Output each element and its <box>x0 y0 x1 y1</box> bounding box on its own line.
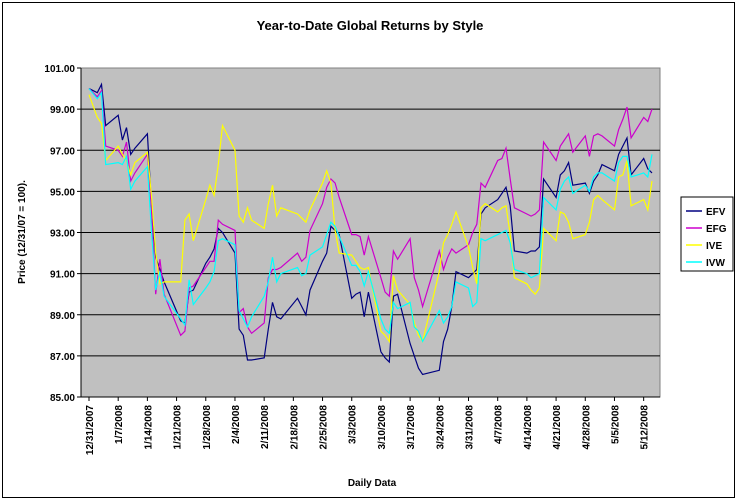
y-tick-label: 99.00 <box>50 105 75 116</box>
y-tick-label: 101.00 <box>44 64 75 75</box>
chart-title: Year-to-Date Global Returns by Style <box>257 18 484 33</box>
x-tick-label: 1/14/2008 <box>143 405 154 450</box>
x-tick-label: 2/4/2008 <box>231 405 242 444</box>
x-tick-label: 12/31/2007 <box>85 405 96 455</box>
y-tick-label: 85.00 <box>50 393 75 404</box>
x-tick-label: 4/28/2008 <box>581 405 592 450</box>
x-tick-label: 5/5/2008 <box>610 405 621 444</box>
legend-box <box>680 196 734 272</box>
x-tick-label: 4/7/2008 <box>494 405 505 444</box>
x-tick-label: 3/10/2008 <box>377 405 388 450</box>
series-line-ive <box>88 94 653 344</box>
x-axis-ticks: 12/31/2007 1/7/2008 1/14/2008 1/21/2008 1/28… <box>85 397 651 455</box>
x-tick-label: 2/25/2008 <box>319 405 330 450</box>
legend-label-ivw: IVW <box>706 258 725 269</box>
y-tick-label: 97.00 <box>50 146 75 157</box>
x-tick-label: 1/28/2008 <box>202 405 213 450</box>
legend: EFV EFG IVE IVW <box>680 196 734 272</box>
legend-label-efg: EFG <box>706 224 727 235</box>
legend-label-efv: EFV <box>706 207 726 218</box>
series-line-efg <box>88 88 653 337</box>
x-axis-label: Daily Data <box>348 478 397 489</box>
y-tick-label: 93.00 <box>50 229 75 240</box>
x-tick-label: 4/21/2008 <box>552 405 563 450</box>
x-tick-label: 1/7/2008 <box>114 405 125 444</box>
y-tick-label: 95.00 <box>50 187 75 198</box>
y-tick-label: 89.00 <box>50 311 75 322</box>
legend-label-ive: IVE <box>706 241 722 252</box>
x-tick-label: 3/24/2008 <box>435 405 446 450</box>
x-tick-label: 3/17/2008 <box>406 405 417 450</box>
x-tick-label: 1/21/2008 <box>173 405 184 450</box>
x-tick-label: 4/14/2008 <box>523 405 534 450</box>
x-tick-label: 2/11/2008 <box>260 405 271 449</box>
y-tick-label: 87.00 <box>50 352 75 363</box>
y-axis-ticks: 85.00 87.00 89.00 91.00 93.00 95.00 97.00 99.00… <box>44 64 660 404</box>
y-axis-label: Price (12/31/07 = 100). <box>17 180 28 284</box>
x-tick-label: 3/31/2008 <box>465 405 476 450</box>
x-tick-label: 2/18/2008 <box>289 405 300 450</box>
series-lines <box>88 82 653 376</box>
y-tick-label: 91.00 <box>50 270 75 281</box>
series-line-ivw <box>88 88 653 343</box>
x-tick-label: 5/12/2008 <box>640 405 651 450</box>
x-tick-label: 3/3/2008 <box>348 405 359 444</box>
